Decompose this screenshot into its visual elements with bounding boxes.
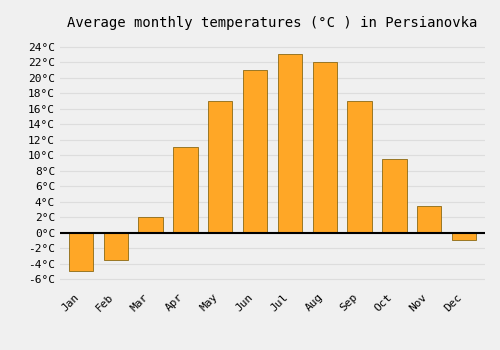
Bar — [382, 159, 406, 233]
Bar — [68, 233, 93, 272]
Bar — [348, 101, 372, 233]
Bar — [138, 217, 163, 233]
Title: Average monthly temperatures (°C ) in Persianovka: Average monthly temperatures (°C ) in Pe… — [68, 16, 478, 30]
Bar — [208, 101, 233, 233]
Bar — [452, 233, 476, 240]
Bar — [312, 62, 337, 233]
Bar — [278, 54, 302, 233]
Bar — [173, 147, 198, 233]
Bar — [104, 233, 128, 260]
Bar — [243, 70, 268, 233]
Bar — [417, 205, 442, 233]
